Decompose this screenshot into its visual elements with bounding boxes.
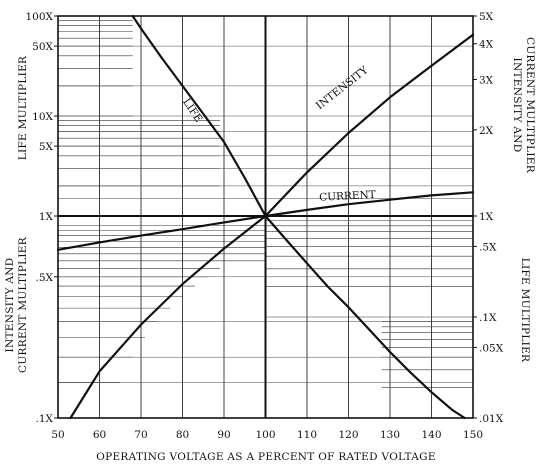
series-life-line bbox=[131, 14, 466, 420]
right-tick-label: .05X bbox=[479, 342, 504, 354]
series-current-line bbox=[56, 191, 475, 251]
series-intensity-line bbox=[69, 33, 475, 420]
left-tick-label: 1X bbox=[39, 211, 54, 223]
right-tick-label: .1X bbox=[479, 312, 497, 324]
right-tick-label: .01X bbox=[479, 413, 504, 425]
x-axis-title: OPERATING VOLTAGE AS A PERCENT OF RATED … bbox=[96, 451, 436, 463]
x-tick-label: 80 bbox=[176, 429, 189, 441]
x-tick-label: 70 bbox=[134, 429, 147, 441]
tick-labels: 50 60 70 80 90 100 110 120 130 140 150 100X 50X 10X 5X… bbox=[25, 11, 503, 441]
series-current-label: CURRENT bbox=[319, 189, 376, 204]
x-tick-label: 90 bbox=[217, 429, 230, 441]
left-tick-label: 100X bbox=[25, 11, 53, 23]
x-tick-label: 100 bbox=[255, 429, 275, 441]
left-tick-label: .5X bbox=[36, 272, 54, 284]
left-tick-label: 5X bbox=[39, 141, 54, 153]
right-tick-label: .5X bbox=[479, 241, 497, 253]
right-upper-axis-title-line2: CURRENT MULTIPLIER bbox=[524, 37, 536, 174]
right-upper-axis-title-line1: INTENSITY AND bbox=[511, 58, 523, 153]
right-tick-label: 3X bbox=[479, 74, 494, 86]
left-tick-label: .1X bbox=[36, 413, 54, 425]
left-tick-label: 10X bbox=[32, 111, 53, 123]
x-tick-label: 130 bbox=[380, 429, 400, 441]
x-tick-label: 120 bbox=[338, 429, 358, 441]
left-lower-axis-title-line2: CURRENT MULTIPLIER bbox=[17, 236, 29, 373]
left-upper-axis-title: LIFE MULTIPLIER bbox=[17, 55, 29, 160]
x-tick-label: 150 bbox=[463, 429, 483, 441]
series-intensity-label: INTENSITY bbox=[314, 64, 371, 113]
right-tick-label: 5X bbox=[479, 11, 494, 23]
x-tick-label: 50 bbox=[51, 429, 64, 441]
x-tick-label: 110 bbox=[297, 429, 317, 441]
right-tick-label: 1X bbox=[479, 211, 494, 223]
x-tick-label: 140 bbox=[421, 429, 441, 441]
left-lower-axis-title-line1: INTENSITY AND bbox=[4, 258, 16, 353]
right-lower-axis-title: LIFE MULTIPLIER bbox=[519, 258, 531, 363]
left-tick-label: 50X bbox=[32, 41, 53, 53]
right-tick-label: 4X bbox=[479, 39, 494, 51]
right-tick-label: 2X bbox=[479, 125, 494, 137]
x-tick-label: 60 bbox=[93, 429, 106, 441]
